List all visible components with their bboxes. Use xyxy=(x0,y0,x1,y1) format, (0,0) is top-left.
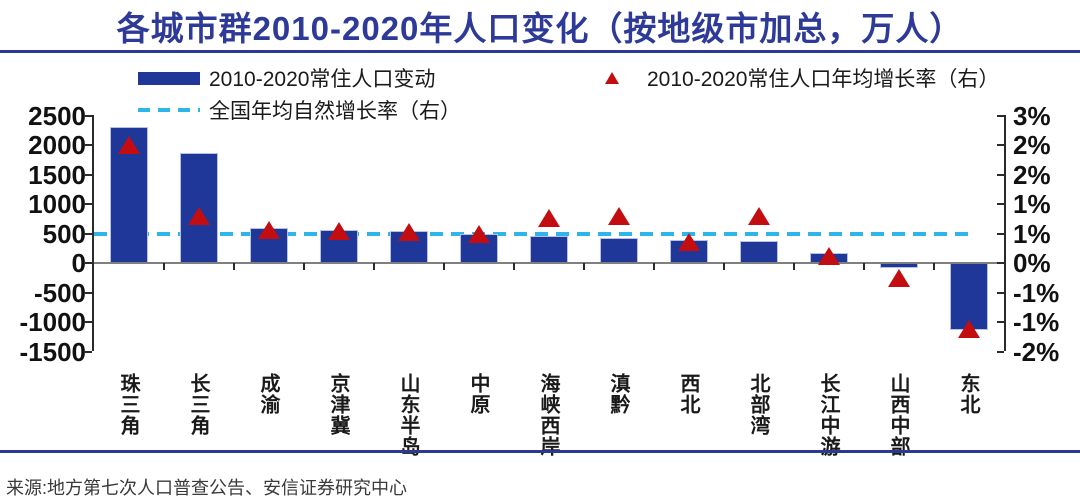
category-tick xyxy=(373,263,375,270)
right-axis-tick xyxy=(997,262,1004,264)
rate-marker-东北 xyxy=(958,320,980,339)
category-tick xyxy=(303,263,305,270)
rate-marker-成渝 xyxy=(258,221,280,240)
source-note: 来源:地方第七次人口普查公告、安信证券研究中心 xyxy=(6,478,407,498)
category-tick xyxy=(653,263,655,270)
category-tick xyxy=(443,263,445,270)
right-axis-tick xyxy=(997,232,1004,235)
bottom-divider xyxy=(0,450,1080,453)
category-label-8: 滇黔 xyxy=(607,373,629,415)
rate-marker-山东半岛 xyxy=(398,222,420,241)
bar-海峡西岸 xyxy=(530,235,568,263)
left-axis-label: -500 xyxy=(33,277,86,308)
left-axis-tick xyxy=(85,173,92,176)
right-axis-label: 1% xyxy=(1013,189,1051,219)
title-divider xyxy=(0,50,1080,53)
right-axis-label: 2% xyxy=(1013,130,1051,160)
right-axis-label: -1% xyxy=(1013,307,1060,337)
dashed-line-swatch xyxy=(138,108,200,112)
right-axis-tick xyxy=(997,114,1004,117)
category-tick xyxy=(933,263,935,270)
legend-marker-label: 2010-2020常住人口年均增长率（右） xyxy=(647,68,1000,91)
category-tick xyxy=(163,263,165,270)
rate-marker-中原 xyxy=(468,224,490,243)
right-axis-tick xyxy=(997,350,1004,353)
right-axis-line xyxy=(1004,115,1006,351)
bar-东北 xyxy=(950,263,988,331)
national-growth-dashed-line xyxy=(94,231,969,236)
right-axis-label: -2% xyxy=(1013,336,1060,367)
left-axis-tick xyxy=(85,203,92,205)
category-tick xyxy=(863,263,865,270)
category-tick xyxy=(233,263,235,270)
left-axis-tick xyxy=(85,262,92,264)
legend-line-label: 全国年均自然增长率（右） xyxy=(209,100,461,123)
rate-marker-长江中游 xyxy=(818,246,840,265)
category-label-10: 北部湾 xyxy=(747,373,769,436)
right-axis-tick xyxy=(997,173,1004,176)
left-axis-tick xyxy=(85,144,92,146)
bar-滇黔 xyxy=(600,237,638,263)
left-axis-tick xyxy=(85,114,92,117)
right-axis-tick xyxy=(997,203,1004,205)
category-label-6: 中原 xyxy=(467,373,489,415)
category-label-1: 珠三角 xyxy=(117,373,139,436)
left-axis-label: 2000 xyxy=(28,130,86,160)
right-axis-label: 3% xyxy=(1013,100,1051,131)
left-axis-line xyxy=(92,115,94,351)
category-tick xyxy=(723,263,725,270)
category-label-11: 长江中游 xyxy=(817,373,839,457)
rate-marker-海峡西岸 xyxy=(538,208,560,227)
left-axis-label: 500 xyxy=(42,218,86,249)
zero-axis-line xyxy=(94,262,1004,264)
category-tick xyxy=(513,263,515,270)
left-axis-tick xyxy=(85,321,92,323)
legend-bar-label: 2010-2020常住人口变动 xyxy=(209,68,436,91)
rate-marker-滇黔 xyxy=(608,207,630,226)
rate-marker-北部湾 xyxy=(748,207,770,226)
rate-marker-京津冀 xyxy=(328,222,350,241)
category-label-5: 山东半岛 xyxy=(397,373,419,457)
right-axis-label: -1% xyxy=(1013,277,1060,308)
category-label-3: 成渝 xyxy=(257,373,279,415)
legend-item-marker: 2010-2020常住人口年均增长率（右） xyxy=(605,63,999,93)
left-axis-tick xyxy=(85,232,92,235)
chart-title: 各城市群2010-2020年人口变化（按地级市加总，万人） xyxy=(116,10,964,47)
category-tick xyxy=(583,263,585,270)
left-axis-label: 1500 xyxy=(28,159,86,190)
category-label-2: 长三角 xyxy=(187,373,209,436)
category-label-4: 京津冀 xyxy=(327,373,349,436)
category-label-12: 山西中部 xyxy=(887,373,909,457)
left-axis-tick xyxy=(85,291,92,294)
right-axis-label: 2% xyxy=(1013,159,1051,190)
right-axis-label: 0% xyxy=(1013,248,1051,278)
left-axis-label: 1000 xyxy=(28,189,86,219)
right-axis-label: 1% xyxy=(1013,218,1051,249)
left-axis-label: 0 xyxy=(71,248,86,278)
rate-marker-长三角 xyxy=(188,207,210,226)
left-axis-label: -1000 xyxy=(19,307,87,337)
category-label-7: 海峡西岸 xyxy=(537,373,559,457)
right-axis-tick xyxy=(997,321,1004,323)
right-axis-tick xyxy=(997,291,1004,294)
left-axis-label: 2500 xyxy=(28,100,86,131)
category-label-13: 东北 xyxy=(957,373,979,415)
rate-marker-山西中部 xyxy=(888,268,910,287)
rate-marker-西北 xyxy=(678,233,700,252)
category-tick xyxy=(793,263,795,270)
category-label-9: 西北 xyxy=(677,373,699,415)
triangle-marker-icon xyxy=(605,72,619,84)
legend-item-dashline: 全国年均自然增长率（右） xyxy=(138,95,461,125)
left-axis-label: -1500 xyxy=(19,336,87,367)
bar-北部湾 xyxy=(740,240,778,263)
rate-marker-珠三角 xyxy=(118,136,140,154)
right-axis-tick xyxy=(997,144,1004,146)
legend-item-bar: 2010-2020常住人口变动 xyxy=(138,63,435,93)
bar-series-swatch xyxy=(138,71,200,85)
left-axis-tick xyxy=(85,350,92,353)
